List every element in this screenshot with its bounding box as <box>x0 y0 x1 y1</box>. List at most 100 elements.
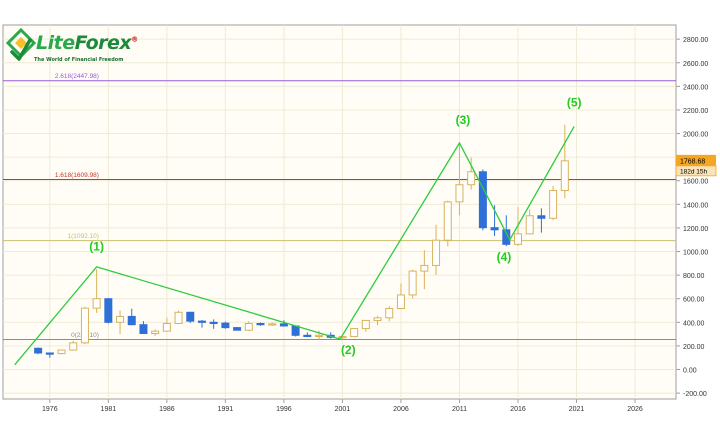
candle <box>455 142 464 216</box>
candle-body <box>525 215 534 235</box>
x-tick-label: 2006 <box>393 406 409 413</box>
x-tick-label: 2011 <box>452 406 467 413</box>
y-tick-label: 1400.00 <box>683 202 708 209</box>
wave-label: (5) <box>567 95 582 109</box>
y-tick-label: 1200.00 <box>683 226 708 233</box>
candle <box>396 283 405 310</box>
candle <box>385 306 394 322</box>
price-tag-countdown: 182d 15h <box>680 168 707 175</box>
y-tick-label: 2600.00 <box>683 61 708 68</box>
wave-label: (4) <box>497 250 512 264</box>
x-tick-label: 2001 <box>335 406 351 413</box>
candle <box>549 185 558 221</box>
candle <box>209 319 218 329</box>
candle-body <box>490 227 499 231</box>
candle <box>350 328 359 338</box>
candle <box>256 322 265 326</box>
candle <box>186 311 195 323</box>
candle-body <box>209 321 218 325</box>
candle-body <box>420 264 429 272</box>
y-tick-label: 2200.00 <box>683 108 708 115</box>
candle <box>139 321 148 335</box>
candle-body <box>291 325 300 336</box>
candle <box>537 208 546 233</box>
fib-level-label: 2.618(2447.98) <box>55 73 99 80</box>
x-tick-label: 2026 <box>627 406 643 413</box>
logo-tagline: The World of Financial Freedom <box>34 57 124 63</box>
candle-body <box>80 307 89 344</box>
candle <box>408 269 417 299</box>
candle-body <box>478 171 487 229</box>
candle-body <box>92 298 101 309</box>
price-tag-value: 1768.68 <box>680 158 705 165</box>
candle <box>502 215 511 247</box>
y-tick-label: 2000.00 <box>683 132 708 139</box>
candle-body <box>197 320 206 323</box>
candle <box>361 319 370 332</box>
candle <box>303 332 312 338</box>
candle-body <box>186 311 195 322</box>
x-tick-label: 1976 <box>42 406 58 413</box>
candle <box>69 340 78 351</box>
candle <box>197 319 206 328</box>
wave-label: (1) <box>89 239 104 253</box>
candle-body <box>408 270 417 296</box>
candle-body <box>244 322 253 331</box>
candle <box>80 306 89 345</box>
y-tick-label: 2800.00 <box>683 37 708 44</box>
fib-level-label: 1(1092.10) <box>68 233 99 240</box>
candle-body <box>443 201 452 241</box>
candle <box>221 321 230 329</box>
candle <box>116 310 125 335</box>
candle <box>432 224 441 275</box>
y-tick-label: 1000.00 <box>683 250 708 257</box>
price-tag <box>676 154 716 166</box>
candle <box>420 250 429 290</box>
liteforex-logo: LiteForex® The World of Financial Freedo… <box>6 28 138 76</box>
candle <box>560 124 569 199</box>
fib-level-label: 1.618(1609.98) <box>55 172 99 179</box>
y-tick-label: 400.00 <box>683 320 705 327</box>
candle <box>279 320 288 327</box>
candle-body <box>116 315 125 323</box>
x-tick-label: 2016 <box>510 406 526 413</box>
price-tag-timer <box>675 165 717 177</box>
candle-body <box>174 311 183 324</box>
y-tick-label: 800.00 <box>683 273 705 280</box>
candle-body <box>127 315 136 326</box>
y-tick-label: 600.00 <box>683 297 705 304</box>
candle <box>244 321 253 332</box>
candle-body <box>221 322 230 329</box>
y-tick-label: 200.00 <box>683 344 705 351</box>
candle <box>513 207 522 247</box>
wave-label: (2) <box>341 343 356 357</box>
candle <box>525 209 534 235</box>
x-tick-label: 1991 <box>218 406 234 413</box>
candle-body <box>373 317 382 321</box>
y-tick-label: 2400.00 <box>683 84 708 91</box>
logo-wordmark: LiteForex® <box>36 32 138 54</box>
elliott-wave-line <box>14 126 575 366</box>
candle <box>45 352 54 358</box>
y-tick-label: 0.00 <box>683 368 697 375</box>
candle-body <box>256 322 265 326</box>
x-tick-label: 1986 <box>159 406 175 413</box>
candle-body <box>34 347 43 354</box>
x-tick-label: 2021 <box>569 406 585 413</box>
x-tick-label: 1981 <box>101 406 117 413</box>
candle-body <box>560 160 569 192</box>
candle <box>151 329 160 336</box>
candle-body <box>467 171 476 186</box>
logo-diamond-icon <box>6 28 36 61</box>
candle <box>467 157 476 190</box>
candle-body <box>549 190 558 219</box>
candle-body <box>513 233 522 245</box>
candle-body <box>385 308 394 319</box>
candle-body <box>139 324 148 335</box>
wave-label: (3) <box>456 113 471 127</box>
candle-body <box>45 352 54 355</box>
candle-body <box>69 342 78 351</box>
candle-body <box>279 323 288 327</box>
